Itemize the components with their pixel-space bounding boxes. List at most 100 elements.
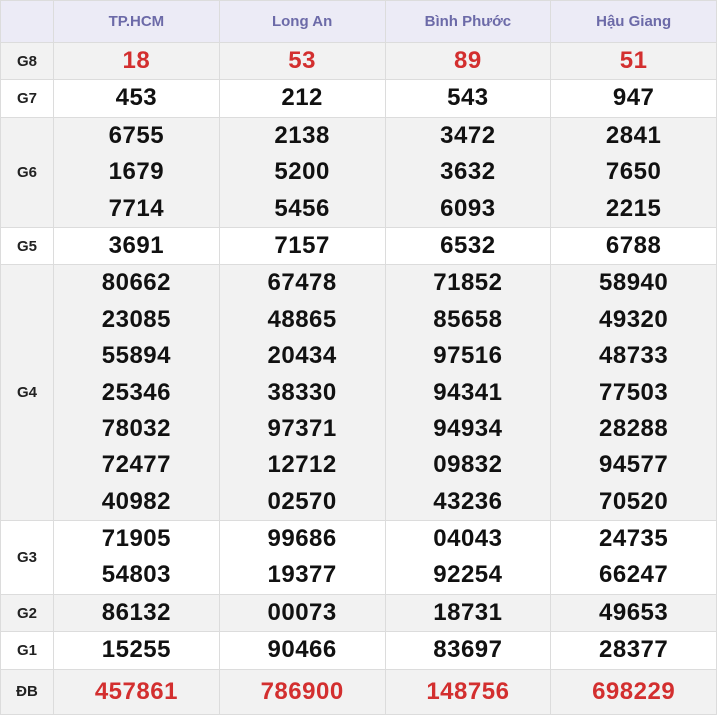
table-body: G8 18 53 89 51 G7 453 212 543 947 G6 6755 1679 7714 21… bbox=[0, 41, 717, 715]
prize-number: 09832 bbox=[433, 451, 503, 479]
prize-cell: 53 bbox=[218, 41, 386, 81]
prize-cell: 457861 bbox=[53, 668, 220, 715]
prize-cell: 83697 bbox=[384, 631, 552, 670]
prize-number: 12712 bbox=[267, 451, 337, 479]
prize-number: 49320 bbox=[599, 305, 669, 333]
prize-number: 543 bbox=[447, 84, 489, 112]
prize-number: 6093 bbox=[440, 194, 496, 222]
prize-number: 18 bbox=[122, 47, 151, 74]
province-header: TP.HCM bbox=[53, 0, 220, 43]
prize-number: 453 bbox=[115, 84, 158, 112]
prize-number: 5456 bbox=[274, 194, 330, 222]
prize-number: 00073 bbox=[267, 598, 337, 626]
prize-number: 38330 bbox=[267, 378, 337, 406]
prize-cell: 543 bbox=[384, 79, 552, 118]
prize-number: 25346 bbox=[101, 378, 171, 406]
prize-number: 3691 bbox=[108, 231, 165, 259]
prize-number: 1679 bbox=[108, 158, 165, 186]
prize-number: 24735 bbox=[599, 525, 669, 553]
prize-number: 51 bbox=[619, 47, 648, 74]
prize-cell: 99686 19377 bbox=[218, 520, 386, 595]
prize-label: G3 bbox=[0, 520, 54, 595]
prize-cell: 86132 bbox=[53, 593, 220, 633]
prize-number: 148756 bbox=[426, 677, 510, 705]
prize-cell: 6532 bbox=[384, 226, 552, 266]
prize-number: 49653 bbox=[599, 598, 669, 626]
prize-row: G4 80662 23085 55894 25346 78032 72477 40982 674… bbox=[0, 264, 717, 522]
province-header: Bình Phước bbox=[384, 0, 552, 43]
prize-cell: 80662 23085 55894 25346 78032 72477 40982 bbox=[53, 264, 220, 522]
prize-number: 28288 bbox=[599, 414, 669, 442]
prize-number: 18731 bbox=[433, 598, 503, 626]
prize-number: 28377 bbox=[599, 636, 669, 664]
prize-cell: 786900 bbox=[218, 668, 386, 715]
prize-number: 3472 bbox=[440, 121, 496, 149]
prize-cell: 148756 bbox=[384, 668, 552, 715]
prize-number: 53 bbox=[288, 47, 316, 74]
prize-cell: 6788 bbox=[550, 226, 717, 266]
prize-number: 02570 bbox=[267, 487, 337, 515]
prize-cell: 947 bbox=[550, 79, 717, 118]
prize-number: 698229 bbox=[592, 677, 676, 705]
prize-number: 66247 bbox=[599, 561, 669, 589]
prize-number: 6532 bbox=[440, 231, 496, 259]
prize-number: 97371 bbox=[267, 414, 337, 442]
prize-number: 94934 bbox=[433, 414, 503, 442]
prize-number: 43236 bbox=[433, 487, 503, 515]
prize-number: 71905 bbox=[101, 525, 171, 553]
prize-number: 2841 bbox=[605, 121, 662, 149]
prize-row: G3 71905 54803 99686 19377 04043 92254 24735 662… bbox=[0, 520, 717, 595]
prize-number: 7650 bbox=[605, 158, 662, 186]
prize-cell: 453 bbox=[53, 79, 220, 118]
prize-cell: 2841 7650 2215 bbox=[550, 116, 717, 228]
prize-cell: 49653 bbox=[550, 593, 717, 633]
table-header: TP.HCM Long An Bình Phước Hậu Giang bbox=[0, 0, 717, 43]
prize-number: 78032 bbox=[101, 414, 171, 442]
prize-number: 20434 bbox=[267, 342, 337, 370]
prize-number: 04043 bbox=[433, 525, 503, 553]
prize-row: G2 86132 00073 18731 49653 bbox=[0, 593, 717, 633]
prize-number: 94341 bbox=[433, 378, 503, 406]
prize-number: 19377 bbox=[267, 561, 337, 589]
prize-label: G2 bbox=[0, 593, 54, 633]
prize-number: 2138 bbox=[274, 121, 330, 149]
prize-number: 80662 bbox=[101, 269, 171, 297]
prize-cell: 89 bbox=[384, 41, 552, 81]
prize-cell: 58940 49320 48733 77503 28288 94577 70520 bbox=[550, 264, 717, 522]
header-row: TP.HCM Long An Bình Phước Hậu Giang bbox=[0, 0, 717, 43]
prize-label: G8 bbox=[0, 41, 54, 81]
prize-number: 7714 bbox=[108, 194, 165, 222]
prize-number: 23085 bbox=[101, 305, 171, 333]
prize-number: 48733 bbox=[599, 342, 669, 370]
prize-number: 7157 bbox=[274, 231, 330, 259]
prize-number: 67478 bbox=[267, 269, 337, 297]
prize-number: 15255 bbox=[101, 636, 171, 664]
prize-number: 97516 bbox=[433, 342, 503, 370]
prize-cell: 2138 5200 5456 bbox=[218, 116, 386, 228]
prize-cell: 04043 92254 bbox=[384, 520, 552, 595]
prize-number: 55894 bbox=[101, 342, 171, 370]
prize-row: ĐB 457861 786900 148756 698229 bbox=[0, 668, 717, 715]
prize-number: 2215 bbox=[605, 194, 662, 222]
prize-row: G7 453 212 543 947 bbox=[0, 79, 717, 118]
prize-number: 40982 bbox=[101, 487, 171, 515]
prize-number: 70520 bbox=[599, 487, 669, 515]
prize-cell: 67478 48865 20434 38330 97371 12712 02570 bbox=[218, 264, 386, 522]
prize-cell: 15255 bbox=[53, 631, 220, 670]
prize-number: 48865 bbox=[267, 305, 337, 333]
prize-label: ĐB bbox=[0, 668, 54, 715]
prize-number: 72477 bbox=[101, 451, 171, 479]
prize-cell: 7157 bbox=[218, 226, 386, 266]
prize-cell: 3691 bbox=[53, 226, 220, 266]
province-header: Long An bbox=[218, 0, 386, 43]
prize-number: 54803 bbox=[101, 561, 171, 589]
prize-cell: 71905 54803 bbox=[53, 520, 220, 595]
prize-number: 212 bbox=[281, 84, 323, 112]
prize-number: 947 bbox=[612, 84, 655, 112]
prize-cell: 18 bbox=[53, 41, 220, 81]
prize-label: G6 bbox=[0, 116, 54, 228]
prize-row: G1 15255 90466 83697 28377 bbox=[0, 631, 717, 670]
prize-cell: 28377 bbox=[550, 631, 717, 670]
prize-cell: 71852 85658 97516 94341 94934 09832 43236 bbox=[384, 264, 552, 522]
prize-number: 86132 bbox=[101, 598, 171, 626]
